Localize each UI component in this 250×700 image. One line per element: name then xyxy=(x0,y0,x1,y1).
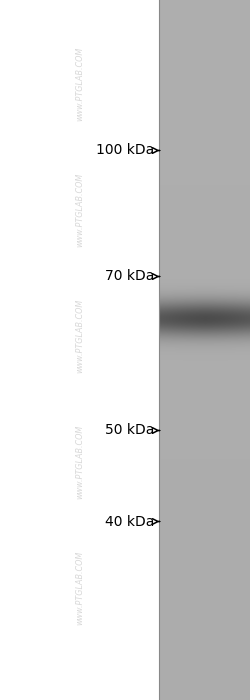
Text: www.PTGLAB.COM: www.PTGLAB.COM xyxy=(75,551,84,625)
Text: 40 kDa: 40 kDa xyxy=(106,514,155,528)
Text: www.PTGLAB.COM: www.PTGLAB.COM xyxy=(75,173,84,247)
Text: 50 kDa: 50 kDa xyxy=(106,424,155,438)
Text: 100 kDa: 100 kDa xyxy=(96,144,155,158)
Text: 70 kDa: 70 kDa xyxy=(106,270,155,284)
Text: www.PTGLAB.COM: www.PTGLAB.COM xyxy=(75,299,84,373)
Text: www.PTGLAB.COM: www.PTGLAB.COM xyxy=(75,425,84,499)
Text: www.PTGLAB.COM: www.PTGLAB.COM xyxy=(75,47,84,121)
